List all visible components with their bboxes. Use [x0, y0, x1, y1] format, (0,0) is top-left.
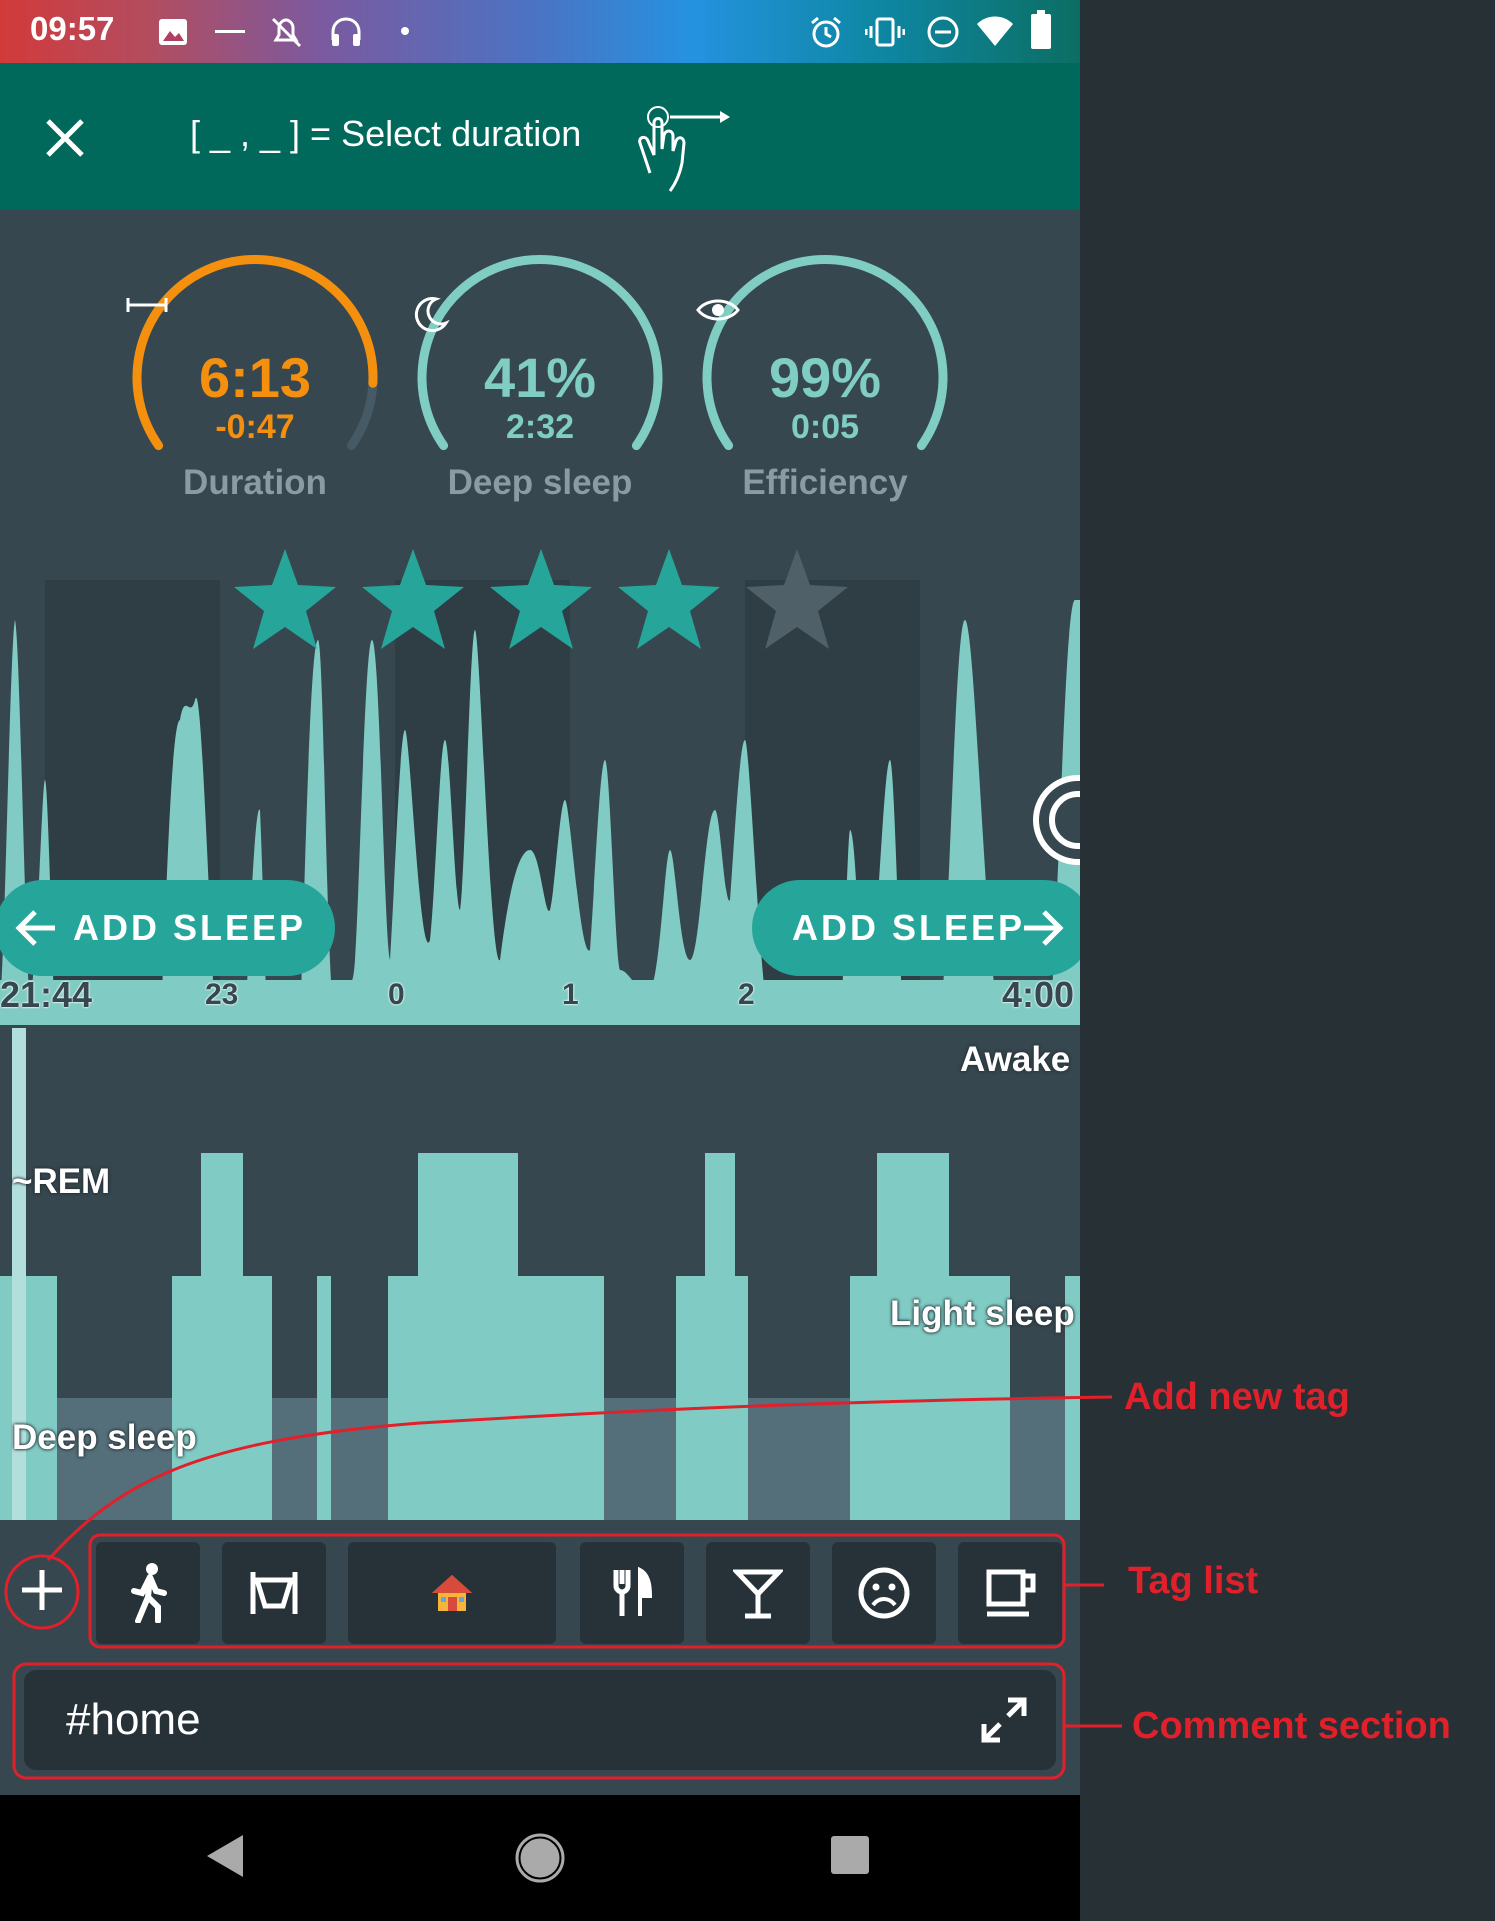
vibrate-icon	[865, 17, 905, 47]
annotation-comment-section: Comment section	[1132, 1705, 1451, 1747]
tag-mood[interactable]	[832, 1542, 936, 1644]
end-time: 4:00	[1002, 974, 1075, 1015]
notifications-off-icon	[271, 17, 302, 48]
coffee-icon	[986, 1569, 1036, 1617]
duration-delta: -0:47	[215, 408, 295, 446]
annotation-add-new-tag: Add new tag	[1124, 1376, 1350, 1418]
headphones-icon	[331, 17, 361, 46]
deep-sleep-gauge[interactable]: 41% 2:32 Deep sleep	[410, 245, 670, 505]
bed-icon	[250, 1572, 298, 1614]
walking-icon	[131, 1563, 167, 1623]
deep-sleep-time: 2:32	[505, 408, 575, 446]
comment-field[interactable]: #home	[24, 1670, 1056, 1770]
awake-label: Awake	[960, 1040, 1071, 1079]
dot-icon	[401, 27, 409, 35]
dash-icon	[215, 30, 245, 33]
hour-tick: 1	[562, 978, 579, 1011]
duration-gauge[interactable]: 6:13 -0:47 Duration	[125, 245, 385, 505]
time-cursor[interactable]	[12, 1028, 26, 1520]
efficiency-label: Efficiency	[742, 463, 908, 502]
light-sleep-label: Light sleep	[890, 1294, 1075, 1333]
hypnogram[interactable]	[0, 1028, 1080, 1520]
toolbar: [ _ , _ ] = Select duration	[0, 63, 1080, 210]
add-sleep-label: ADD SLEEP	[792, 907, 1026, 948]
comment-text[interactable]: #home	[66, 1695, 201, 1744]
close-icon[interactable]	[30, 103, 100, 173]
swipe-gesture-icon	[638, 106, 730, 192]
star-filled-icon[interactable]	[358, 545, 468, 655]
add-sleep-after-button[interactable]: ADD SLEEP	[752, 880, 1080, 976]
plus-icon[interactable]	[12, 1560, 72, 1620]
add-tag-highlight	[4, 1554, 80, 1630]
deep-sleep-label: Deep sleep	[447, 463, 633, 502]
duration-gauge-ring	[132, 255, 378, 451]
tag-bed[interactable]	[222, 1542, 326, 1644]
cutlery-icon	[613, 1566, 653, 1616]
annotation-tag-list: Tag list	[1128, 1560, 1259, 1602]
start-time: 21:44	[0, 974, 93, 1015]
deep-sleep-gauge-ring	[417, 255, 663, 451]
hour-tick: 23	[205, 978, 239, 1011]
do-not-disturb-icon	[927, 16, 959, 48]
add-sleep-before-button[interactable]: ADD SLEEP	[0, 880, 335, 976]
wifi-icon	[977, 16, 1013, 46]
rem-label: ~REM	[12, 1162, 111, 1201]
star-empty-icon[interactable]	[742, 545, 852, 655]
deep-sleep-value: 41%	[483, 346, 597, 409]
star-filled-icon[interactable]	[230, 545, 340, 655]
tag-home[interactable]	[348, 1542, 556, 1644]
efficiency-awake-time: 0:05	[790, 408, 860, 446]
power-icon[interactable]	[1033, 775, 1080, 865]
back-icon[interactable]	[205, 1833, 245, 1879]
add-tag-pointer	[46, 1395, 1113, 1562]
cocktail-icon	[733, 1569, 783, 1619]
tag-coffee[interactable]	[958, 1542, 1062, 1644]
status-time: 09:57	[30, 10, 115, 47]
phone-screen: 09:57 [ _ , _ ] = Select duration 6:13	[0, 0, 1080, 1921]
navigation-bar	[0, 1795, 1080, 1921]
battery-icon	[1031, 10, 1051, 49]
image-icon	[159, 19, 187, 45]
hour-tick: 2	[738, 978, 755, 1011]
sad-face-icon	[858, 1567, 910, 1619]
efficiency-gauge[interactable]: 99% 0:05 Efficiency	[695, 245, 955, 505]
tag-walking[interactable]	[96, 1542, 200, 1644]
efficiency-gauge-ring	[702, 255, 948, 451]
add-sleep-label: ADD SLEEP	[73, 907, 307, 948]
home-icon[interactable]	[515, 1833, 565, 1883]
expand-icon[interactable]	[976, 1692, 1032, 1748]
alarm-icon	[811, 16, 841, 48]
background-panel	[1080, 0, 1495, 1921]
house-icon	[432, 1575, 472, 1611]
arrow-left-icon	[15, 910, 55, 946]
select-duration-hint: [ _ , _ ] = Select duration	[190, 113, 582, 154]
star-filled-icon[interactable]	[486, 545, 596, 655]
star-filled-icon[interactable]	[614, 545, 724, 655]
tag-list-highlight	[88, 1533, 1066, 1649]
duration-value: 6:13	[198, 346, 312, 409]
tag-alcohol[interactable]	[706, 1542, 810, 1644]
comment-highlight	[12, 1662, 1066, 1780]
tag-food[interactable]	[580, 1542, 684, 1644]
deep-sleep-label: Deep sleep	[12, 1418, 197, 1457]
hour-tick: 0	[388, 978, 405, 1011]
efficiency-value: 99%	[768, 346, 882, 409]
duration-label: Duration	[183, 463, 327, 502]
status-bar: 09:57	[0, 0, 1080, 63]
recents-icon[interactable]	[830, 1835, 870, 1875]
arrow-right-icon	[1024, 910, 1064, 946]
